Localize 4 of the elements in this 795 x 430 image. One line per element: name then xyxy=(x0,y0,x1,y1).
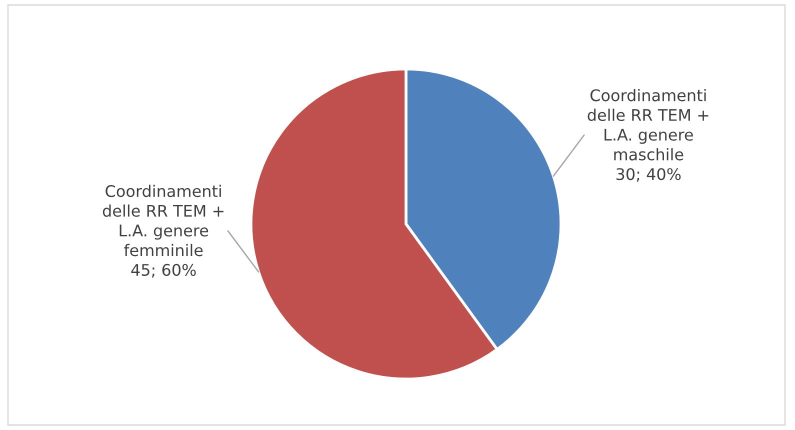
data-label: 30; 40% xyxy=(616,168,681,182)
slice-label: Coordinamenti delle RR TEM + L.A. genere maschile xyxy=(588,88,708,160)
data-label: 45; 60% xyxy=(131,264,196,278)
slice-label: Coordinamenti delle RR TEM + L.A. genere femminile xyxy=(102,184,224,256)
